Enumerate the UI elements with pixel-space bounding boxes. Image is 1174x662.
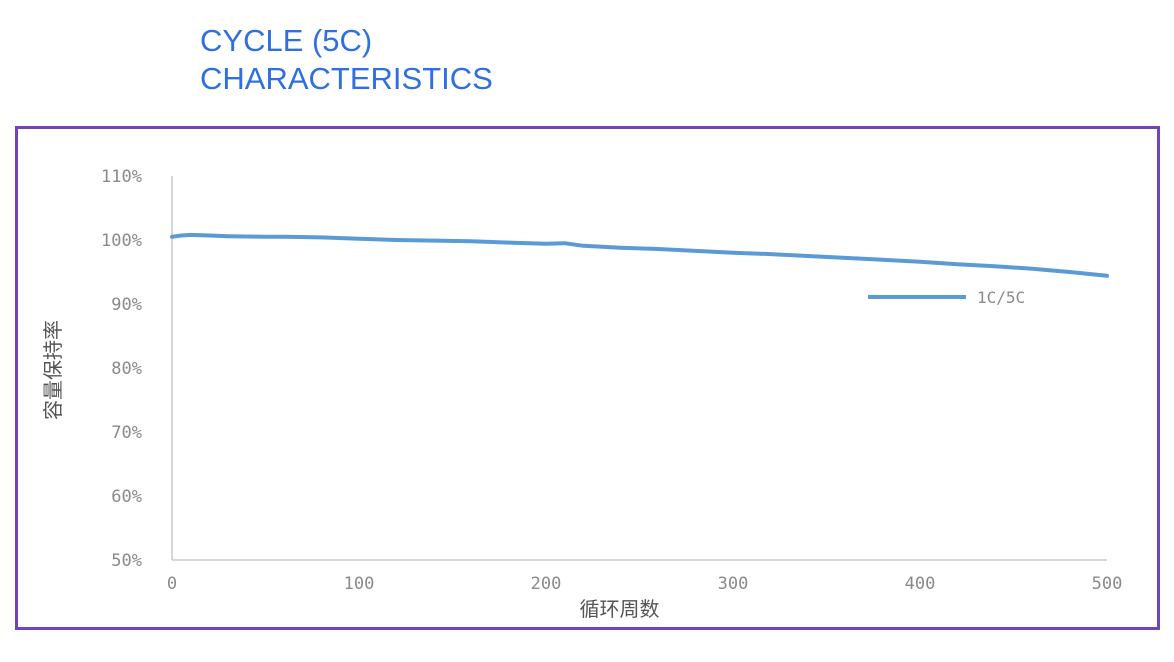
y-axis-label: 容量保持率	[41, 320, 65, 420]
x-tick-label: 300	[718, 574, 749, 594]
x-tick-label: 400	[905, 574, 936, 594]
y-tick-label: 50%	[111, 551, 142, 571]
y-tick-label: 80%	[111, 359, 142, 379]
x-tick-label: 100	[344, 574, 375, 594]
chart-title-line-2: CHARACTERISTICS	[200, 61, 493, 96]
x-tick-label: 200	[531, 574, 562, 594]
x-tick-label: 0	[167, 574, 177, 594]
y-tick-label: 60%	[111, 487, 142, 507]
legend-label: 1C/5C	[977, 288, 1025, 307]
y-tick-label: 90%	[111, 295, 142, 315]
series-line	[170, 232, 1109, 278]
y-tick-label: 110%	[101, 167, 142, 187]
chart-frame	[15, 126, 1160, 630]
chart-title-line-1: CYCLE (5C)	[200, 23, 373, 58]
y-tick-label: 70%	[111, 423, 142, 443]
y-tick-label: 100%	[101, 231, 142, 251]
x-tick-label: 500	[1092, 574, 1123, 594]
chart-title: CYCLE (5C) CHARACTERISTICS	[200, 22, 493, 98]
x-axis-label: 循环周数	[580, 597, 660, 621]
